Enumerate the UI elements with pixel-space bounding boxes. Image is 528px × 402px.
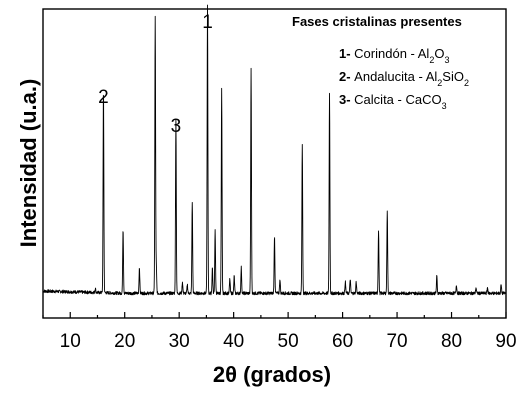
y-axis-title: Intensidad (u.a.)	[16, 79, 41, 248]
x-tick-label: 30	[169, 331, 190, 352]
x-tick-label: 70	[386, 331, 407, 352]
x-tick-label: 20	[114, 331, 135, 352]
peak-label-1: 1	[202, 12, 213, 33]
plot-area	[42, 4, 507, 319]
x-tick-label: 50	[278, 331, 299, 352]
x-axis-ticks: 10 20 30 40 50 60 70 80 90	[42, 312, 517, 352]
x-tick-label: 10	[60, 331, 81, 352]
legend-entry: 3- Calcita - CaCO3	[339, 92, 447, 111]
legend-entry: 2- Andalucita - Al2SiO2	[339, 69, 469, 88]
peak-label-2: 2	[98, 87, 109, 108]
peak-label-3: 3	[171, 116, 182, 137]
legend-entry: 1- Corindón - Al2O3	[339, 46, 449, 65]
diffractogram-line	[42, 4, 507, 296]
peak-labels: 1 2 3	[98, 12, 213, 137]
x-axis-title: 2θ (grados)	[213, 362, 331, 387]
x-tick-label: 60	[332, 331, 353, 352]
plot-frame	[42, 8, 507, 319]
x-tick-label: 80	[441, 331, 462, 352]
x-tick-label: 40	[223, 331, 244, 352]
legend: Fases cristalinas presentes 1- Corindón -…	[292, 14, 469, 111]
x-tick-label: 90	[495, 331, 516, 352]
legend-title: Fases cristalinas presentes	[292, 14, 462, 29]
